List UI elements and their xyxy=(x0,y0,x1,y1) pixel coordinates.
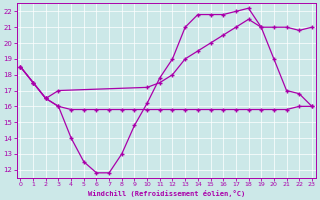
X-axis label: Windchill (Refroidissement éolien,°C): Windchill (Refroidissement éolien,°C) xyxy=(88,190,245,197)
